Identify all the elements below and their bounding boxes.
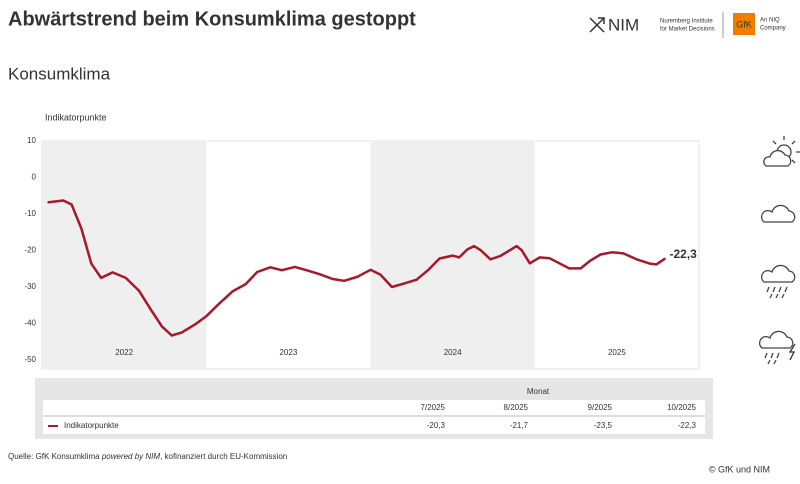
- y-tick-label: -30: [24, 282, 36, 291]
- logo-nim-line: Nuremberg Institute: [660, 19, 713, 25]
- logo-arrow: [589, 17, 605, 33]
- source-part: Quelle: GfK Konsumklima: [8, 452, 102, 461]
- data-table: Monat Indikatorpunkte 7/2025 8/2025 9/2025…: [35, 378, 713, 439]
- x-tick-label: 2025: [608, 348, 626, 357]
- x-tick-label: 2022: [115, 348, 133, 357]
- y-tick-label: 0: [32, 173, 37, 182]
- y-tick-label: -40: [24, 319, 36, 328]
- icon-storm: [758, 330, 796, 365]
- logo-gfk-line: An NIQ: [760, 18, 780, 24]
- table-column-header: 9/2025: [588, 403, 613, 412]
- table-cell: -21,7: [510, 421, 529, 430]
- chart-title: Konsumklima: [8, 64, 111, 83]
- logo-nim-line: for Market Decisions: [660, 27, 715, 33]
- y-tick-label: -50: [24, 355, 36, 364]
- table-body: [43, 400, 705, 434]
- table-cell: -23,5: [594, 421, 613, 430]
- x-tick-label: 2024: [444, 348, 462, 357]
- plot: 2022 2023 2024 2025 -50 -40 -30 -20 -10 0 10 -22,3: [24, 136, 700, 370]
- icon-rain: [760, 264, 796, 299]
- end-label: -22,3: [670, 247, 698, 261]
- legend-label: Indikatorpunkte: [64, 421, 119, 430]
- table-cell: -20,3: [427, 421, 446, 430]
- y-tick-label: 10: [27, 136, 36, 145]
- table-cell: -22,3: [678, 421, 697, 430]
- logo-gfk: GfK An NIQ Company: [733, 13, 786, 35]
- logo-nim: NIM Nuremberg Institute for Market Decis…: [589, 15, 715, 34]
- table-column-header: 10/2025: [667, 403, 696, 412]
- table-column-header: 7/2025: [421, 403, 446, 412]
- data-line: [47, 199, 666, 337]
- x-tick-label: 2023: [279, 348, 297, 357]
- source-part: , kofinanziert durch EU-Kommission: [160, 452, 287, 461]
- source: Quelle: GfK Konsumklima powered by NIM, …: [8, 452, 287, 461]
- table-group-header: Monat: [527, 387, 550, 396]
- y-axis-label: Indikatorpunkte: [45, 112, 107, 122]
- weather-icons: [758, 136, 800, 365]
- icon-sun-cloud: [763, 136, 800, 167]
- y-tick-label: -20: [24, 246, 36, 255]
- year-band: [42, 141, 207, 369]
- logo-gfk-name: GfK: [736, 19, 752, 29]
- table-column-header: 8/2025: [504, 403, 529, 412]
- logo-gfk-box: [733, 13, 755, 35]
- source-part: powered by NIM: [101, 452, 161, 461]
- icon-cloud: [760, 204, 796, 223]
- title: Abwärtstrend beim Konsumklima gestoppt: [8, 8, 416, 30]
- logo-gfk-line: Company: [760, 26, 786, 32]
- y-tick-label: -10: [24, 209, 36, 218]
- logo-nim-name: NIM: [608, 15, 639, 34]
- copyright: © GfK und NIM: [709, 464, 770, 474]
